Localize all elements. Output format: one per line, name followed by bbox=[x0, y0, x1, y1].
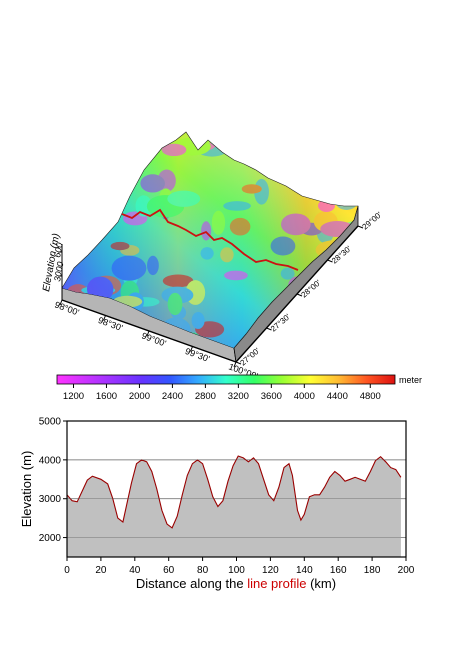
y-tick-label: 4000 bbox=[39, 455, 62, 466]
x-tick-label: 180 bbox=[364, 565, 381, 576]
lon-tick bbox=[233, 361, 237, 368]
terrain-patch bbox=[223, 201, 251, 211]
terrain-patch bbox=[259, 334, 287, 348]
terrain-patch bbox=[281, 213, 311, 236]
terrain-patch bbox=[133, 132, 157, 141]
colorbar-tick-label: 4400 bbox=[327, 391, 348, 402]
x-tick-label: 160 bbox=[330, 565, 347, 576]
profile-chart: 0 20 40 60 80 100 120 140 160 180 200 2000 3000 4000… bbox=[19, 417, 415, 592]
terrain-patch bbox=[241, 184, 262, 194]
terrain-patch bbox=[95, 132, 124, 135]
terrain-patch bbox=[191, 311, 205, 329]
x-tick-label: 20 bbox=[95, 565, 107, 576]
terrain-patch bbox=[333, 323, 358, 345]
profile-fill bbox=[67, 456, 401, 557]
terrain-patch bbox=[75, 148, 97, 174]
colorbar-tick-label: 3600 bbox=[261, 391, 282, 402]
colorbar-unit: meter bbox=[399, 375, 422, 385]
terrain-patch bbox=[317, 155, 328, 179]
x-axis-label-suffix: (km) bbox=[306, 576, 336, 591]
terrain-patch bbox=[200, 247, 214, 260]
terrain-patch bbox=[75, 187, 98, 208]
x-tick-label: 140 bbox=[296, 565, 313, 576]
x-axis-label: Distance along the line profile (km) bbox=[136, 576, 336, 591]
terrain-patch bbox=[335, 193, 358, 210]
terrain-patch bbox=[224, 270, 248, 281]
lon-tick bbox=[59, 299, 63, 306]
terrain-patch bbox=[263, 132, 281, 139]
perspective-map: 98°00'98°30'99°00'99°30'100°00' 27°00'27… bbox=[41, 131, 384, 381]
terrain-patch bbox=[216, 132, 236, 143]
terrain-patch bbox=[77, 138, 93, 152]
lon-tick bbox=[146, 330, 150, 337]
terrain-patch bbox=[94, 132, 132, 154]
x-tick-label: 200 bbox=[398, 565, 415, 576]
terrain-patch bbox=[229, 217, 251, 236]
x-tick-label: 60 bbox=[163, 565, 175, 576]
x-axis-label-prefix: Distance along the bbox=[136, 576, 247, 591]
terrain-patch bbox=[97, 195, 111, 210]
colorbar-tick-label: 1600 bbox=[96, 391, 117, 402]
terrain-patch bbox=[201, 221, 212, 241]
colorbar-tick-label: 3200 bbox=[228, 391, 249, 402]
terrain-patch bbox=[345, 260, 358, 274]
colorbar: meter 1200 1600 2000 2400 2800 3200 3600 4000 44… bbox=[56, 374, 422, 402]
terrain-patch bbox=[331, 299, 358, 312]
terrain-patch bbox=[65, 177, 89, 196]
terrain-patch bbox=[140, 174, 165, 193]
x-tick-label: 120 bbox=[262, 565, 279, 576]
y-axis-label: Elevation (m) bbox=[19, 451, 34, 528]
terrain-patch bbox=[83, 211, 100, 227]
lon-tick bbox=[190, 346, 193, 352]
terrain-patch bbox=[167, 190, 201, 207]
x-tick-label: 100 bbox=[228, 565, 245, 576]
terrain-patch bbox=[62, 201, 76, 218]
z-tick-label: 3000 bbox=[52, 261, 65, 282]
lat-tick-label: 29°00' bbox=[361, 210, 384, 232]
x-tick-label: 0 bbox=[64, 565, 70, 576]
terrain-patch bbox=[167, 292, 183, 316]
terrain-patch bbox=[162, 274, 194, 288]
y-tick-label: 3000 bbox=[39, 494, 62, 505]
lat-tick bbox=[357, 225, 364, 229]
terrain-patch bbox=[161, 143, 187, 157]
lat-tick bbox=[327, 259, 333, 263]
x-tick-label: 80 bbox=[197, 565, 209, 576]
y-tick-label: 5000 bbox=[39, 417, 62, 428]
terrain-patch bbox=[280, 267, 295, 280]
x-tick-label: 40 bbox=[129, 565, 141, 576]
colorbar-tick-label: 2800 bbox=[195, 391, 216, 402]
profile-line bbox=[66, 455, 402, 529]
colorbar-tick-label: 4000 bbox=[294, 391, 315, 402]
terrain-patch bbox=[110, 241, 130, 251]
terrain-patch bbox=[333, 301, 355, 312]
terrain-patch bbox=[220, 247, 234, 263]
terrain-patch bbox=[111, 255, 147, 281]
terrain-patch bbox=[274, 148, 292, 170]
lat-tick bbox=[235, 361, 242, 365]
x-axis-label-highlight: line profile bbox=[247, 576, 306, 591]
colorbar-tick-label: 1200 bbox=[63, 391, 84, 402]
z-tick-label: 600 bbox=[52, 242, 64, 259]
colorbar-tick-label: 2000 bbox=[129, 391, 150, 402]
profile-line-3d bbox=[121, 208, 299, 271]
terrain-patch bbox=[147, 255, 159, 276]
terrain-patch bbox=[270, 236, 296, 256]
terrain-patch bbox=[76, 132, 98, 151]
colorbar-tick-label: 4800 bbox=[360, 391, 381, 402]
terrain-patch bbox=[81, 231, 104, 240]
terrain-patch bbox=[332, 144, 353, 155]
terrain-patch bbox=[349, 264, 358, 286]
terrain-patch bbox=[203, 132, 225, 144]
colorbar-tick-label: 2400 bbox=[162, 391, 183, 402]
lat-tick bbox=[266, 327, 272, 331]
y-tick-label: 2000 bbox=[39, 533, 62, 544]
lat-tick bbox=[296, 293, 303, 297]
surface-outline bbox=[61, 131, 359, 349]
colorbar-scale bbox=[56, 374, 396, 385]
terrain-patch bbox=[75, 225, 107, 235]
terrain-patch bbox=[211, 210, 226, 235]
lon-tick bbox=[103, 315, 106, 321]
